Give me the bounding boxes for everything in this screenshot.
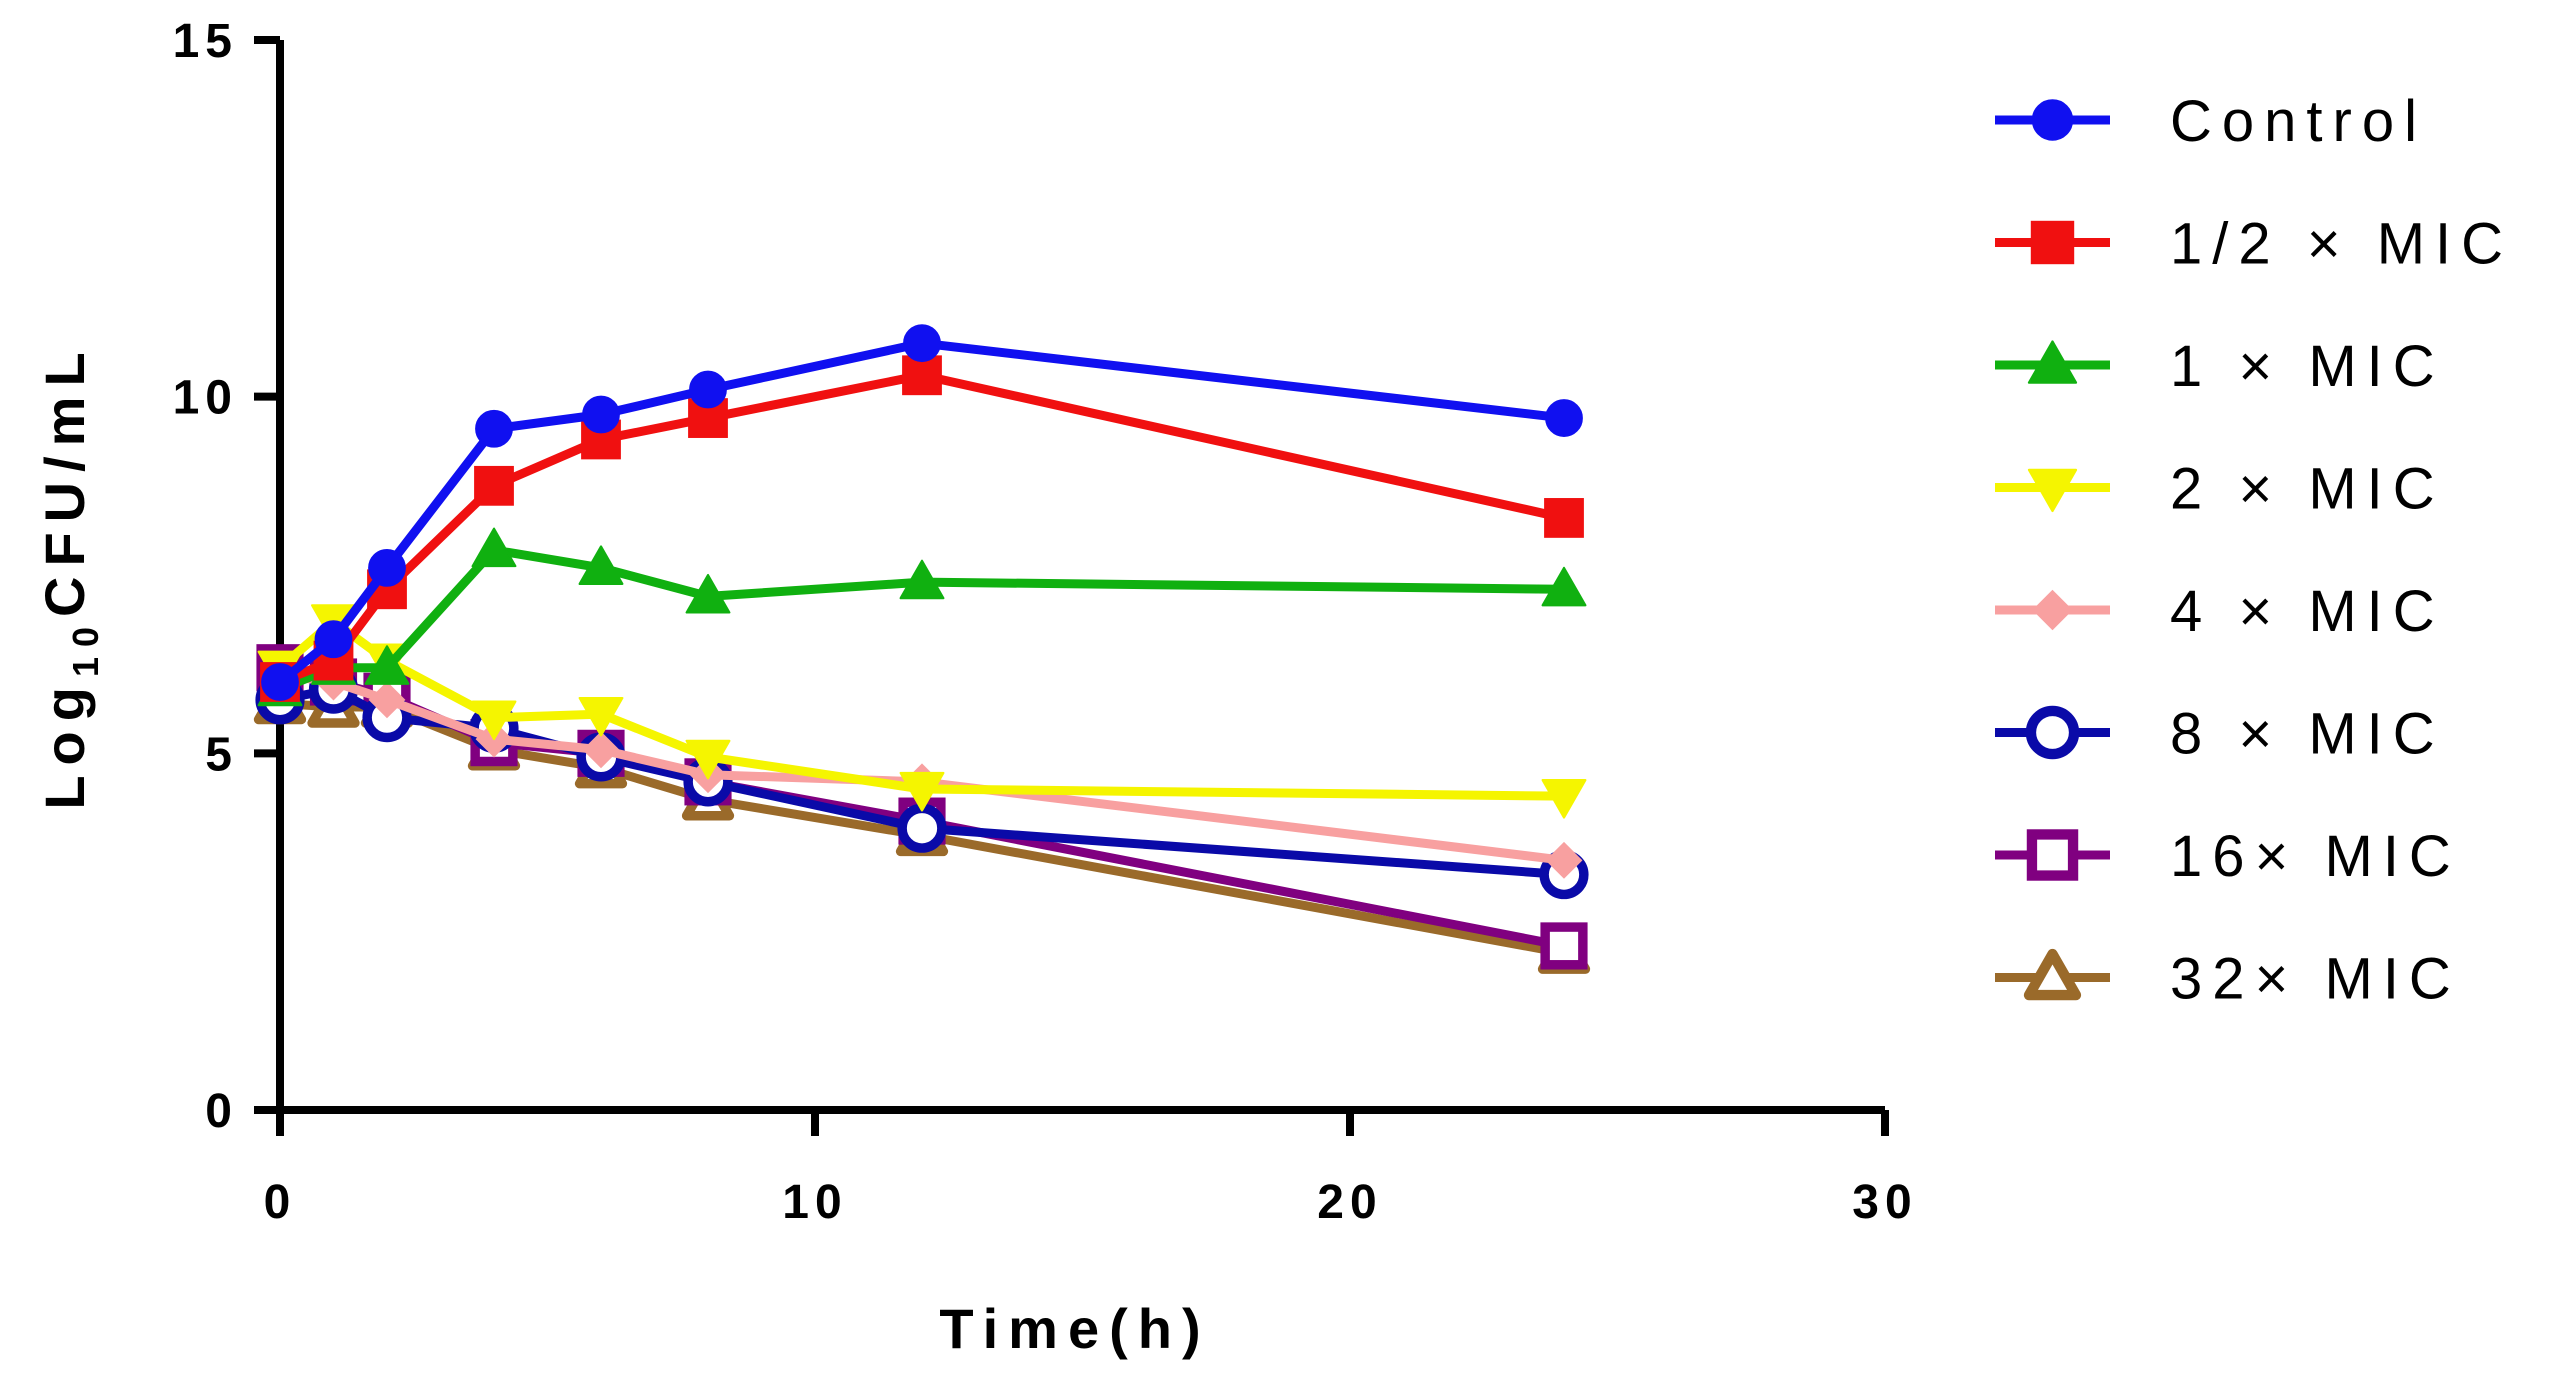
data-point [1541,779,1587,819]
x-tick-label: 30 [1852,1176,1917,1229]
series-3 [257,604,1587,819]
legend-item: 1/2 × MIC [1995,212,2513,277]
y-tick-label: 10 [173,372,238,425]
legend-label: 16× MIC [2170,824,2461,889]
legend-item: 2 × MIC [1995,457,2445,522]
data-point [578,696,624,737]
legend-swatch-marker [2031,99,2074,141]
data-point [897,803,947,853]
legend-swatch-marker [2027,340,2078,384]
legend-label: 1/2 × MIC [2170,212,2513,277]
data-point [475,409,513,448]
data-point [582,731,620,769]
legend-label: 1 × MIC [2170,334,2445,399]
y-axis-title: Log10CFU/mL [33,342,106,809]
legend-item: 1 × MIC [1995,334,2445,399]
legend-label: 8 × MIC [2170,702,2445,767]
x-tick-label: 0 [264,1176,297,1229]
data-point [471,527,517,568]
series-0 [261,324,1583,701]
data-point [474,465,514,506]
y-axis-title-base: Log [33,677,96,810]
data-point [902,355,942,396]
legend: Control 1/2 × MIC 1 × MIC 2 × MIC 4 × MIC 8 ×… [1995,89,2513,1012]
y-tick-label: 5 [205,728,238,781]
data-point [368,548,406,587]
data-point [471,700,517,741]
data-point [1540,922,1588,970]
legend-label: 2 × MIC [2170,457,2445,522]
data-point [1541,566,1587,607]
axes: 0 5 10 15 0 10 20 30 [173,15,1917,1229]
data-point [1545,399,1583,437]
y-axis-title-subscript: 10 [65,617,106,677]
data-point [578,545,624,585]
y-axis-title-rest: CFU/mL [33,342,96,617]
y-tick-label: 15 [173,15,238,68]
series-layer [253,324,1591,974]
legend-swatch-marker [2025,705,2080,760]
legend-item: Control [1995,89,2427,154]
data-point [899,771,945,812]
data-point [1544,498,1584,538]
x-tick-label: 10 [782,1176,847,1229]
x-tick-label: 20 [1317,1176,1382,1229]
data-point [314,620,353,659]
data-point [582,395,620,434]
data-point [689,370,727,409]
series-line [278,370,1565,687]
legend-swatch-marker [2030,220,2075,265]
data-point [685,739,731,780]
legend-label: 32× MIC [2170,947,2461,1012]
legend-swatch-marker [2032,589,2073,631]
series-2 [257,527,1587,707]
data-point [368,681,406,719]
data-point [261,663,299,701]
legend-label: 4 × MIC [2170,579,2445,644]
x-axis-title: Time(h) [939,1297,1210,1360]
legend-swatch-marker [2026,829,2079,881]
legend-item: 32× MIC [1995,947,2461,1012]
y-tick-label: 0 [205,1085,238,1138]
legend-label: Control [2170,89,2427,154]
data-point [685,573,731,614]
series-1 [260,355,1584,702]
legend-item: 16× MIC [1995,824,2461,889]
legend-swatch-marker [2027,468,2078,513]
legend-item: 4 × MIC [1995,579,2445,644]
data-point [903,324,941,363]
legend-swatch-marker [2023,948,2082,1001]
data-point [1545,841,1583,879]
data-point [364,645,410,685]
data-point [899,559,945,600]
legend-item: 8 × MIC [1995,702,2445,767]
